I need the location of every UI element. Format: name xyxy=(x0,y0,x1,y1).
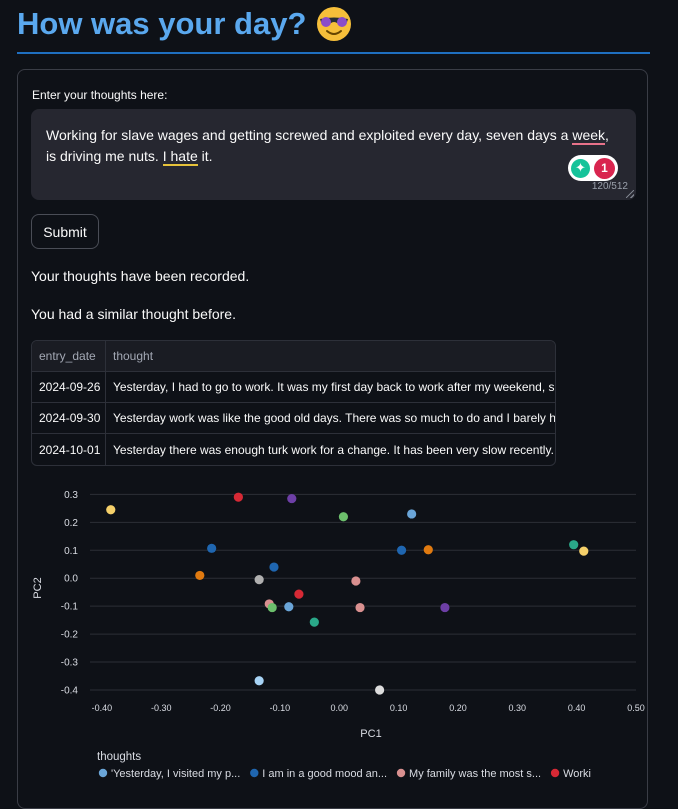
legend-label[interactable]: My family was the most s... xyxy=(409,768,541,780)
similar-message: You had a similar thought before. xyxy=(31,306,236,322)
data-point[interactable] xyxy=(569,540,579,550)
page-title: How was your day? xyxy=(17,6,352,42)
data-point[interactable] xyxy=(579,546,589,556)
data-point[interactable] xyxy=(254,676,264,686)
legend-marker xyxy=(250,768,259,778)
legend-label[interactable]: Worki xyxy=(563,768,591,780)
header-thought[interactable]: thought xyxy=(113,349,154,363)
x-tick-label: 0.50 xyxy=(627,703,645,713)
data-point[interactable] xyxy=(233,492,243,502)
submit-button[interactable]: Submit xyxy=(31,214,99,249)
x-tick-label: -0.20 xyxy=(210,703,231,713)
x-tick-label: 0.30 xyxy=(509,703,527,713)
y-tick-label: 0.2 xyxy=(64,518,78,529)
data-point[interactable] xyxy=(207,543,217,553)
title-divider xyxy=(17,52,650,54)
y-tick-label: 0.1 xyxy=(64,546,78,557)
table-header: entry_date thought xyxy=(32,341,555,372)
recorded-message: Your thoughts have been recorded. xyxy=(31,268,250,284)
table-row[interactable]: 2024-09-26 Yesterday, I had to go to wor… xyxy=(32,372,555,403)
legend-label[interactable]: I am in a good mood an... xyxy=(262,768,387,780)
data-point[interactable] xyxy=(254,575,264,585)
data-point[interactable] xyxy=(294,589,304,599)
x-tick-label: 0.20 xyxy=(449,703,467,713)
y-tick-label: -0.4 xyxy=(61,686,79,697)
legend-marker xyxy=(98,768,108,778)
cell-date: 2024-10-01 xyxy=(32,434,106,465)
data-point[interactable] xyxy=(287,493,297,504)
cell-date: 2024-09-30 xyxy=(32,403,106,433)
grammarly-issue-count: 1 xyxy=(594,157,615,179)
page-title-text: How was your day? xyxy=(17,6,307,41)
data-point[interactable] xyxy=(267,602,277,613)
legend-marker xyxy=(550,768,560,778)
data-point[interactable] xyxy=(423,545,433,555)
thoughts-textarea[interactable]: Working for slave wages and getting scre… xyxy=(31,109,636,200)
x-tick-label: -0.30 xyxy=(151,703,172,713)
x-tick-label: 0.00 xyxy=(330,703,348,713)
y-axis-label: PC2 xyxy=(32,577,44,598)
cell-thought: Yesterday there was enough turk work for… xyxy=(113,442,555,457)
y-tick-label: -0.2 xyxy=(61,630,79,641)
legend-label[interactable]: 'Yesterday, I visited my p... xyxy=(111,768,240,780)
data-point[interactable] xyxy=(338,512,349,522)
cell-date: 2024-09-26 xyxy=(32,372,106,402)
grammar-flag[interactable]: I hate xyxy=(162,148,198,166)
cell-thought: Yesterday work was like the good old day… xyxy=(113,411,555,425)
cell-thought: Yesterday, I had to go to work. It was m… xyxy=(113,380,555,394)
data-point[interactable] xyxy=(355,602,365,613)
legend-title: thoughts xyxy=(97,751,141,763)
data-point[interactable] xyxy=(375,685,385,695)
smiling-face-with-sunglasses-icon xyxy=(317,7,352,41)
text-part: it. xyxy=(197,148,213,164)
data-point[interactable] xyxy=(269,562,279,572)
y-tick-label: -0.3 xyxy=(61,658,79,669)
grammarly-widget[interactable]: ✦ 1 xyxy=(568,155,618,181)
data-point[interactable] xyxy=(407,509,417,519)
data-point[interactable] xyxy=(284,602,294,612)
legend-marker xyxy=(396,768,406,778)
resize-handle[interactable] xyxy=(626,190,634,198)
header-entry-date[interactable]: entry_date xyxy=(32,341,106,371)
x-tick-label: -0.40 xyxy=(92,703,113,713)
x-axis-label: PC1 xyxy=(360,728,381,740)
thoughts-label: Enter your thoughts here: xyxy=(32,88,168,102)
x-tick-label: 0.10 xyxy=(390,703,408,713)
data-point[interactable] xyxy=(106,505,116,515)
spelling-flag[interactable]: week xyxy=(572,127,606,145)
y-tick-label: 0.0 xyxy=(64,574,78,585)
grammarly-logo-icon: ✦ xyxy=(571,158,590,178)
similar-thoughts-table[interactable]: entry_date thought 2024-09-26 Yesterday,… xyxy=(31,340,556,466)
y-tick-label: -0.1 xyxy=(61,602,79,613)
y-tick-label: 0.3 xyxy=(64,490,78,501)
data-point[interactable] xyxy=(396,545,407,555)
data-point[interactable] xyxy=(440,602,450,613)
table-row[interactable]: 2024-09-30 Yesterday work was like the g… xyxy=(32,403,555,434)
text-part: , is driving me nuts. xyxy=(46,127,609,164)
data-point[interactable] xyxy=(195,570,205,581)
pca-scatter-chart[interactable]: 0.3 0.2 0.1 0.0 -0.1 -0.2 -0.3 -0.4 -0.40 -0.30 -0… xyxy=(0,480,678,795)
table-row[interactable]: 2024-10-01 Yesterday there was enough tu… xyxy=(32,434,555,465)
data-point[interactable] xyxy=(351,576,361,586)
x-tick-label: 0.40 xyxy=(568,703,586,713)
character-counter: 120/512 xyxy=(591,181,628,192)
x-tick-label: -0.10 xyxy=(270,703,291,713)
text-part: Working for slave wages and getting scre… xyxy=(46,127,573,143)
data-point[interactable] xyxy=(309,617,319,627)
